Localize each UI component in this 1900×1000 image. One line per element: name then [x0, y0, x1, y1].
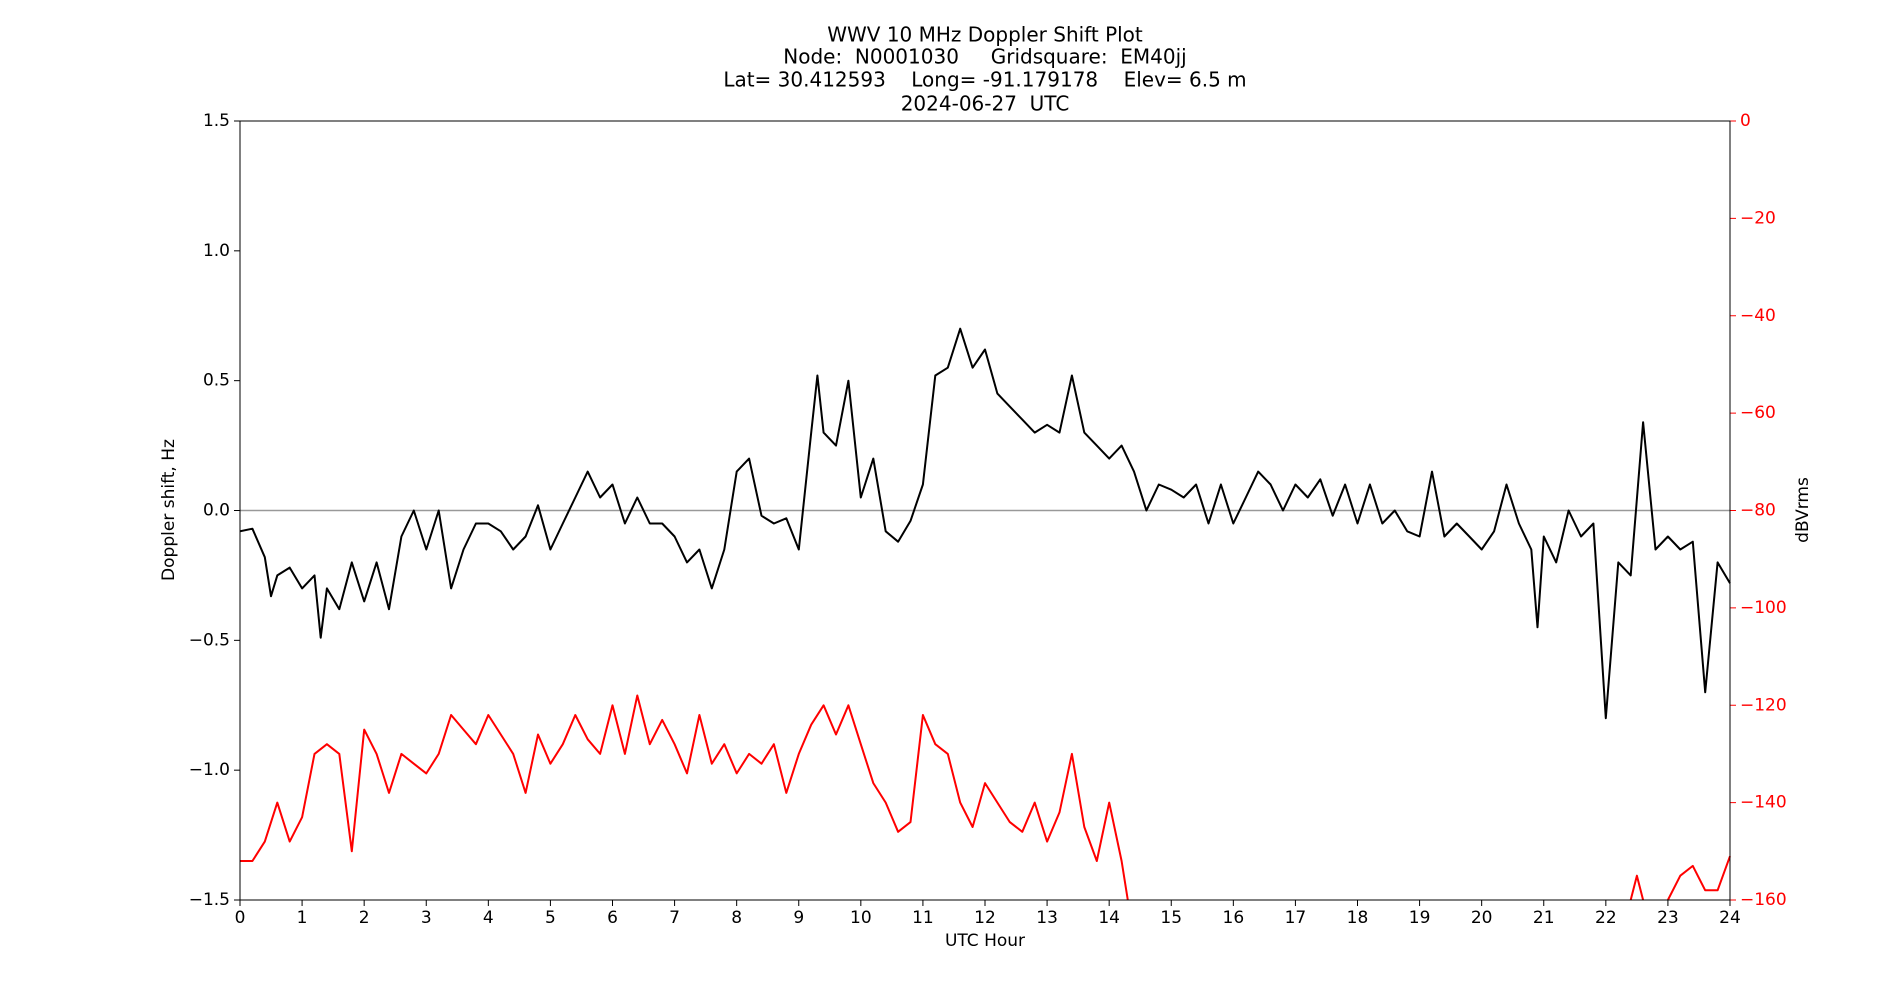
- x-tick-label: 1: [297, 908, 308, 928]
- y-tick-label: 1.0: [203, 241, 230, 261]
- chart-subtitle: Node: N0001030 Gridsquare: EM40jj: [783, 45, 1187, 69]
- x-tick-label: 4: [483, 908, 494, 928]
- x-tick-label: 9: [793, 908, 804, 928]
- chart-subtitle: 2024-06-27 UTC: [901, 92, 1070, 116]
- y-axis-label: Doppler shift, Hz: [159, 439, 179, 581]
- x-tick-label: 18: [1347, 908, 1369, 928]
- y-tick-label: 1.5: [203, 111, 230, 131]
- x-tick-label: 19: [1409, 908, 1431, 928]
- plot-frame: [239, 120, 1731, 901]
- x-tick-label: 22: [1595, 908, 1617, 928]
- x-tick-label: 3: [421, 908, 432, 928]
- x-tick-label: 11: [912, 908, 934, 928]
- x-tick-label: 2: [359, 908, 370, 928]
- data-line: [240, 694, 1731, 901]
- x-tick-label: 17: [1285, 908, 1307, 928]
- x-tick-label: 0: [235, 908, 246, 928]
- chart-subtitle: Lat= 30.412593 Long= -91.179178 Elev= 6.…: [723, 68, 1246, 92]
- y2-tick-label: −140: [1740, 793, 1787, 813]
- x-tick-label: 8: [731, 908, 742, 928]
- y-tick-label: −1.0: [189, 760, 230, 780]
- y2-tick-label: −100: [1740, 598, 1787, 618]
- x-tick-label: 21: [1533, 908, 1555, 928]
- y2-axis-label: dBVrms: [1793, 477, 1813, 543]
- x-tick-label: 13: [1036, 908, 1058, 928]
- x-tick-label: 12: [974, 908, 996, 928]
- y2-tick-label: −120: [1740, 695, 1787, 715]
- x-tick-label: 6: [607, 908, 618, 928]
- y-tick-label: −0.5: [189, 630, 230, 650]
- x-tick-label: 14: [1098, 908, 1120, 928]
- y-tick-label: 0.0: [203, 501, 230, 521]
- x-tick-label: 15: [1160, 908, 1182, 928]
- y2-tick-label: −160: [1740, 890, 1787, 910]
- x-tick-label: 7: [669, 908, 680, 928]
- x-tick-label: 20: [1471, 908, 1493, 928]
- x-tick-label: 23: [1657, 908, 1679, 928]
- x-tick-label: 24: [1719, 908, 1741, 928]
- x-tick-label: 5: [545, 908, 556, 928]
- y-tick-label: 0.5: [203, 371, 230, 391]
- y2-tick-label: −20: [1740, 208, 1776, 228]
- y2-tick-label: −40: [1740, 306, 1776, 326]
- y2-tick-label: −80: [1740, 501, 1776, 521]
- y-tick-label: −1.5: [189, 890, 230, 910]
- y2-tick-label: −60: [1740, 403, 1776, 423]
- y2-tick-label: 0: [1740, 111, 1751, 131]
- x-tick-label: 10: [850, 908, 872, 928]
- chart-title: WWV 10 MHz Doppler Shift Plot: [827, 23, 1143, 47]
- x-tick-label: 16: [1223, 908, 1245, 928]
- data-line: [240, 327, 1731, 720]
- x-axis-label: UTC Hour: [945, 931, 1025, 951]
